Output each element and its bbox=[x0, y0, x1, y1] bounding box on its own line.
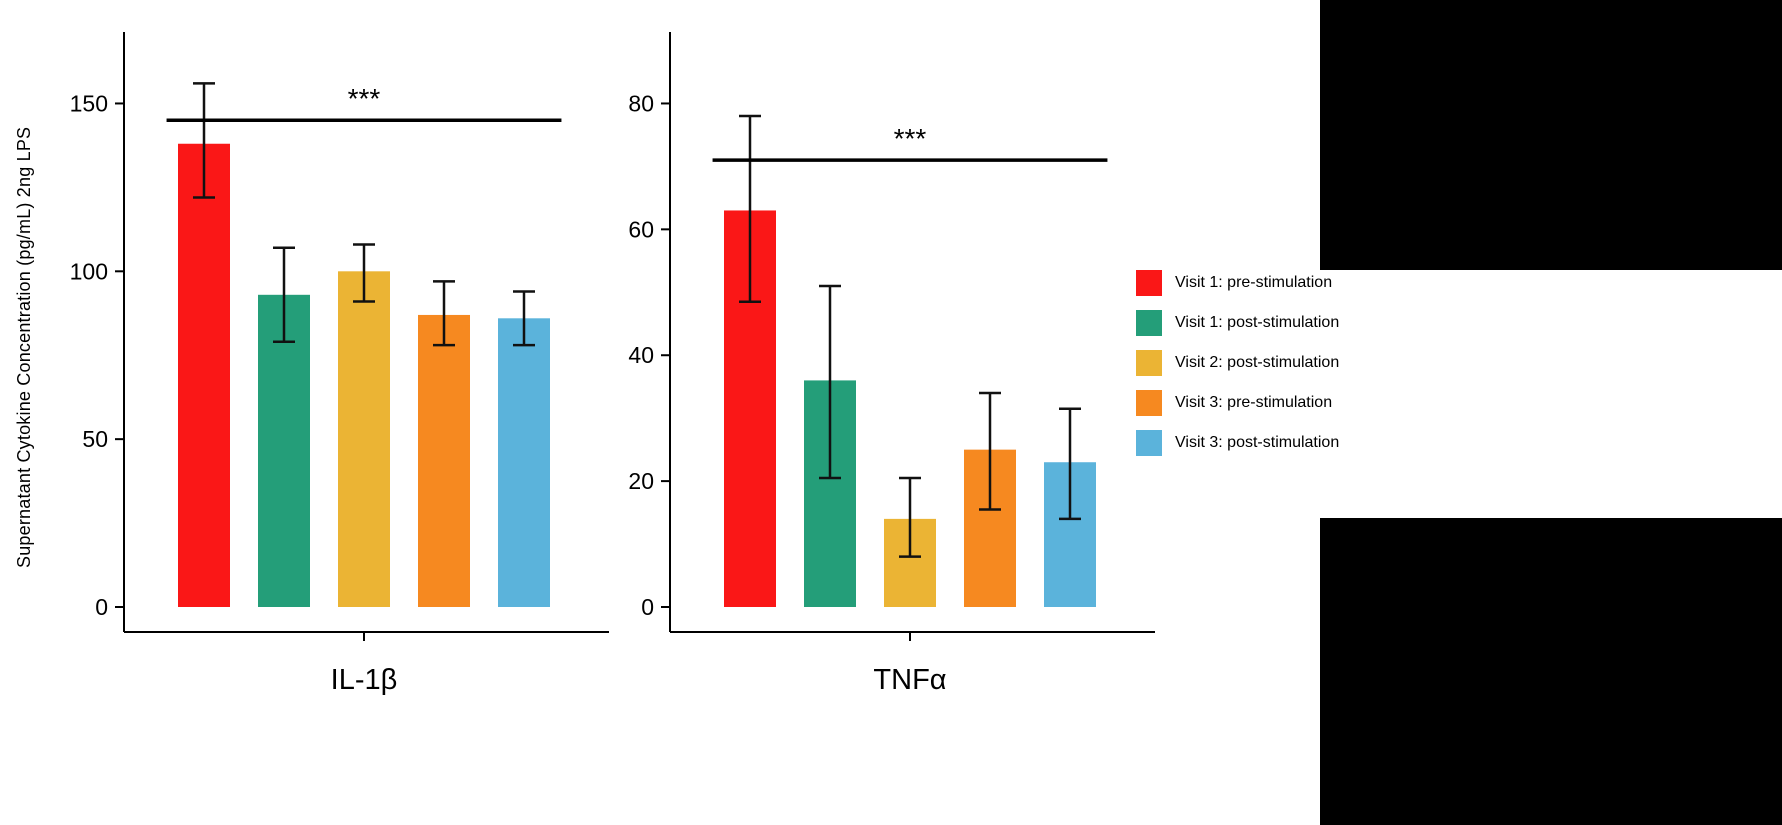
redacted-region-top-right bbox=[1320, 0, 1782, 270]
svg-text:0: 0 bbox=[95, 594, 108, 620]
legend-label: Visit 2: post-stimulation bbox=[1175, 354, 1340, 371]
svg-text:***: *** bbox=[348, 83, 381, 114]
legend-swatch bbox=[1136, 310, 1162, 336]
legend-swatch bbox=[1136, 430, 1162, 456]
legend-label: Visit 1: pre-stimulation bbox=[1175, 274, 1333, 291]
legend-item: Visit 3: pre-stimulation bbox=[1136, 390, 1339, 416]
svg-text:50: 50 bbox=[82, 426, 108, 452]
legend-swatch bbox=[1136, 390, 1162, 416]
svg-text:0: 0 bbox=[641, 594, 654, 620]
legend-swatch bbox=[1136, 270, 1162, 296]
legend: Visit 1: pre-stimulation Visit 1: post-st… bbox=[1136, 270, 1339, 470]
panel-tnfa: 0 20 40 60 80 *** TNFα bbox=[598, 20, 1158, 697]
il1b-bar-chart: 0 50 100 150 *** bbox=[70, 32, 609, 641]
legend-item: Visit 2: post-stimulation bbox=[1136, 350, 1339, 376]
svg-text:***: *** bbox=[894, 123, 927, 154]
svg-text:150: 150 bbox=[70, 90, 108, 116]
tnfa-bar-chart: 0 20 40 60 80 *** bbox=[628, 32, 1155, 641]
svg-text:100: 100 bbox=[70, 258, 108, 284]
legend-item: Visit 1: pre-stimulation bbox=[1136, 270, 1339, 296]
svg-text:20: 20 bbox=[628, 468, 654, 494]
y-axis-label: Supernatant Cytokine Concentration (pg/m… bbox=[14, 126, 34, 569]
legend-swatch bbox=[1136, 350, 1162, 376]
svg-text:80: 80 bbox=[628, 90, 654, 116]
legend-item: Visit 1: post-stimulation bbox=[1136, 310, 1339, 336]
x-axis-label-tnfa: TNFα bbox=[873, 664, 947, 696]
svg-text:60: 60 bbox=[628, 216, 654, 242]
legend-item: Visit 3: post-stimulation bbox=[1136, 430, 1339, 456]
panel-il1b: 0 50 100 150 *** IL-1β bbox=[52, 20, 612, 697]
legend-label: Visit 1: post-stimulation bbox=[1175, 314, 1340, 331]
svg-text:40: 40 bbox=[628, 342, 654, 368]
legend-label: Visit 3: post-stimulation bbox=[1175, 434, 1340, 451]
legend-label: Visit 3: pre-stimulation bbox=[1175, 394, 1333, 411]
redacted-region-bottom-right bbox=[1320, 518, 1782, 825]
x-axis-label-il1b: IL-1β bbox=[330, 664, 398, 696]
